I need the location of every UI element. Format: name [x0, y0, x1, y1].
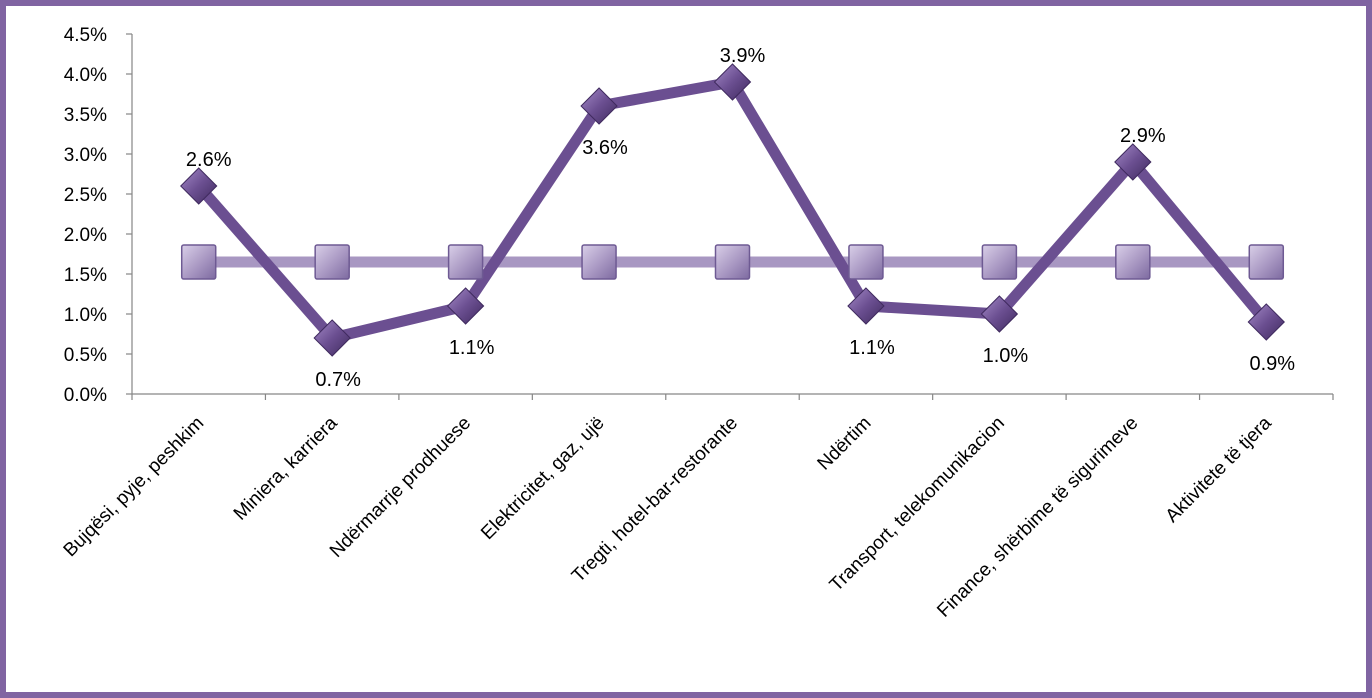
square-marker — [1115, 244, 1151, 280]
data-label: 2.6% — [186, 149, 232, 171]
y-tick-label: 3.5% — [64, 105, 107, 126]
y-tick-label: 4.5% — [64, 25, 107, 46]
square-marker — [848, 244, 884, 280]
x-category-label: Ndërtim — [814, 413, 876, 475]
x-category-label: Miniera, karriera — [230, 412, 342, 524]
square-marker — [314, 244, 350, 280]
y-tick-label: 0.0% — [64, 385, 107, 406]
y-tick-label: 4.0% — [64, 65, 107, 86]
square-marker — [714, 244, 751, 280]
data-label: 3.9% — [720, 45, 766, 67]
data-label: 1.0% — [983, 345, 1029, 367]
data-label: 0.7% — [315, 369, 361, 391]
data-label: 2.9% — [1120, 125, 1166, 147]
diamond-marker — [713, 63, 752, 101]
y-tick-label: 0.5% — [64, 345, 107, 366]
data-label: 1.1% — [849, 337, 895, 359]
y-tick-label: 3.0% — [64, 145, 107, 166]
square-marker — [447, 244, 484, 280]
y-tick-label: 1.0% — [64, 305, 107, 326]
diamond-marker — [847, 287, 885, 325]
diamond-marker — [1114, 143, 1152, 181]
x-category-label: Elektricitet, gaz, ujë — [477, 413, 608, 544]
y-tick-label: 2.5% — [64, 185, 107, 206]
x-category-label: Ndërmarrje prodhuese — [326, 413, 475, 562]
x-category-label: Bujqësi, pyje, peshkim — [60, 413, 209, 562]
series-line-main — [194, 76, 1271, 344]
y-tick-label: 1.5% — [64, 265, 107, 286]
square-marker — [981, 244, 1018, 280]
diamond-marker — [580, 87, 618, 125]
diamond-marker — [446, 287, 485, 325]
y-tick-label: 2.0% — [64, 225, 107, 246]
x-category-label: Aktivitete të tjera — [1162, 412, 1276, 526]
data-label: 1.1% — [449, 337, 495, 359]
data-label: 0.9% — [1249, 353, 1295, 375]
diamond-marker — [1247, 303, 1285, 341]
diamond-marker — [980, 295, 1019, 333]
square-marker — [180, 244, 217, 280]
square-marker — [1248, 244, 1285, 280]
square-marker — [581, 244, 617, 280]
diamond-marker — [180, 167, 218, 205]
data-label: 3.6% — [582, 137, 628, 159]
diamond-marker — [313, 319, 351, 357]
